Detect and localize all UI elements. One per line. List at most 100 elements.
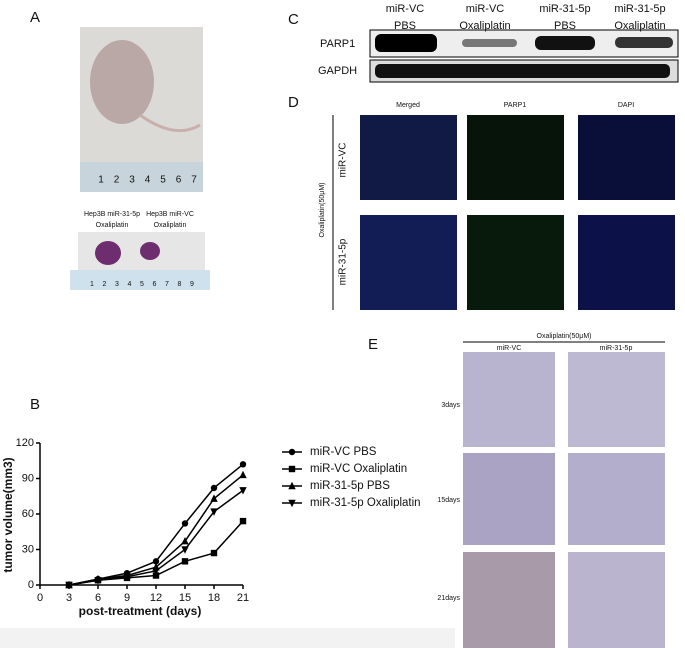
data-point: [210, 484, 218, 492]
legend-marker: [288, 499, 296, 508]
tumor: [95, 241, 121, 265]
x-tick-label: 9: [124, 592, 130, 604]
column-label: miR-31-5p: [539, 3, 590, 15]
data-point: [210, 549, 218, 557]
ihc-image: [463, 453, 555, 545]
y-axis-title: tumor volume(mm3): [1, 457, 15, 572]
band: [462, 39, 517, 47]
x-tick-label: 12: [150, 592, 162, 604]
data-point: [239, 487, 247, 495]
row-label: 3days: [441, 402, 460, 409]
legend-label: miR-31-5p PBS: [310, 480, 390, 492]
panel-letter: D: [288, 94, 299, 111]
data-point: [239, 470, 247, 479]
parp1-image: [467, 215, 564, 310]
tumor-label: Hep3B miR-VC: [146, 211, 194, 218]
panel-letter: C: [288, 11, 299, 28]
ihc-image: [568, 552, 665, 648]
ruler: [80, 162, 203, 192]
merged-image: [360, 115, 457, 200]
data-point: [239, 461, 247, 468]
ruler-number: 2: [114, 175, 120, 186]
y-tick-label: 60: [22, 508, 34, 520]
x-tick-label: 0: [37, 592, 43, 604]
column-label: miR-VC: [386, 3, 425, 15]
data-point: [152, 558, 160, 565]
tumor-label: Oxaliplatin: [96, 222, 129, 229]
x-tick-label: 6: [95, 592, 101, 604]
ihc-image: [463, 552, 555, 648]
panel-letter: B: [30, 396, 40, 413]
legend-marker: [288, 465, 296, 473]
data-point: [210, 508, 218, 516]
column-label: Merged: [396, 102, 420, 109]
legend-marker: [288, 448, 296, 456]
parp1-image: [467, 115, 564, 200]
mouse: [90, 40, 154, 124]
y-tick-label: 120: [16, 437, 34, 449]
treatment-label: Oxaliplatin(50μM): [537, 333, 592, 340]
data-point: [94, 577, 102, 585]
ruler-number: 4: [128, 281, 132, 288]
ihc-grid: [463, 352, 665, 648]
x-axis-title: post-treatment (days): [79, 604, 202, 618]
data-point: [210, 494, 218, 502]
data-point: [181, 537, 189, 545]
panel-letter: E: [368, 336, 378, 353]
row-label: miR-31-5p: [338, 238, 349, 285]
column-label: Oxaliplatin: [614, 20, 665, 32]
data-point: [239, 517, 247, 525]
y-tick-label: 90: [22, 472, 34, 484]
ruler-number: 6: [153, 281, 157, 288]
ruler-number: 5: [140, 281, 144, 288]
mouse-tail: [139, 113, 201, 133]
ihc-image: [568, 352, 665, 447]
ruler-number: 7: [165, 281, 169, 288]
row-label: 15days: [437, 497, 460, 504]
footer-band: [0, 628, 455, 648]
data-point: [181, 546, 189, 554]
column-label: PARP1: [504, 102, 527, 109]
ruler: [70, 270, 210, 290]
data-point: [181, 520, 189, 527]
tumor: [140, 242, 160, 260]
ruler-number: 3: [129, 175, 135, 186]
data-point: [65, 581, 73, 590]
x-tick-label: 3: [66, 592, 72, 604]
dapi-image: [578, 215, 675, 310]
dapi-image: [578, 115, 675, 200]
data-point: [152, 567, 160, 575]
ruler-number: 5: [160, 175, 166, 186]
data-point: [123, 573, 131, 581]
blot-label: PARP1: [320, 38, 355, 50]
ihc-image: [463, 352, 555, 447]
column-label: PBS: [394, 20, 416, 32]
column-label: miR-31-5p: [614, 3, 665, 15]
legend-label: miR-VC PBS: [310, 446, 377, 458]
ruler-number: 1: [90, 281, 94, 288]
panel-letter: A: [30, 9, 40, 26]
band: [375, 34, 437, 52]
legend-label: miR-VC Oxaliplatin: [310, 463, 407, 475]
legend-label: miR-31-5p Oxaliplatin: [310, 497, 421, 509]
merged-image: [360, 215, 457, 310]
ihc-image: [568, 453, 665, 545]
ruler-number: 7: [191, 175, 197, 186]
x-tick-label: 15: [179, 592, 191, 604]
column-label: Oxaliplatin: [459, 20, 510, 32]
ruler-number: 4: [145, 175, 151, 186]
y-tick-label: 0: [28, 579, 34, 591]
band: [535, 36, 595, 50]
legend-marker: [288, 481, 296, 490]
fluorescence-grid: [360, 115, 675, 310]
treatment-label: Oxaliplatin(50μM): [319, 183, 326, 238]
column-label: DAPI: [618, 102, 634, 109]
row-label: 21days: [437, 595, 460, 602]
tumor-label: Oxaliplatin: [154, 222, 187, 229]
column-label: miR-VC: [466, 3, 505, 15]
ruler-number: 1: [98, 175, 104, 186]
tumor-label: Hep3B miR-31-5p: [84, 211, 140, 218]
ruler-number: 6: [176, 175, 182, 186]
row-label: miR-VC: [338, 143, 349, 178]
